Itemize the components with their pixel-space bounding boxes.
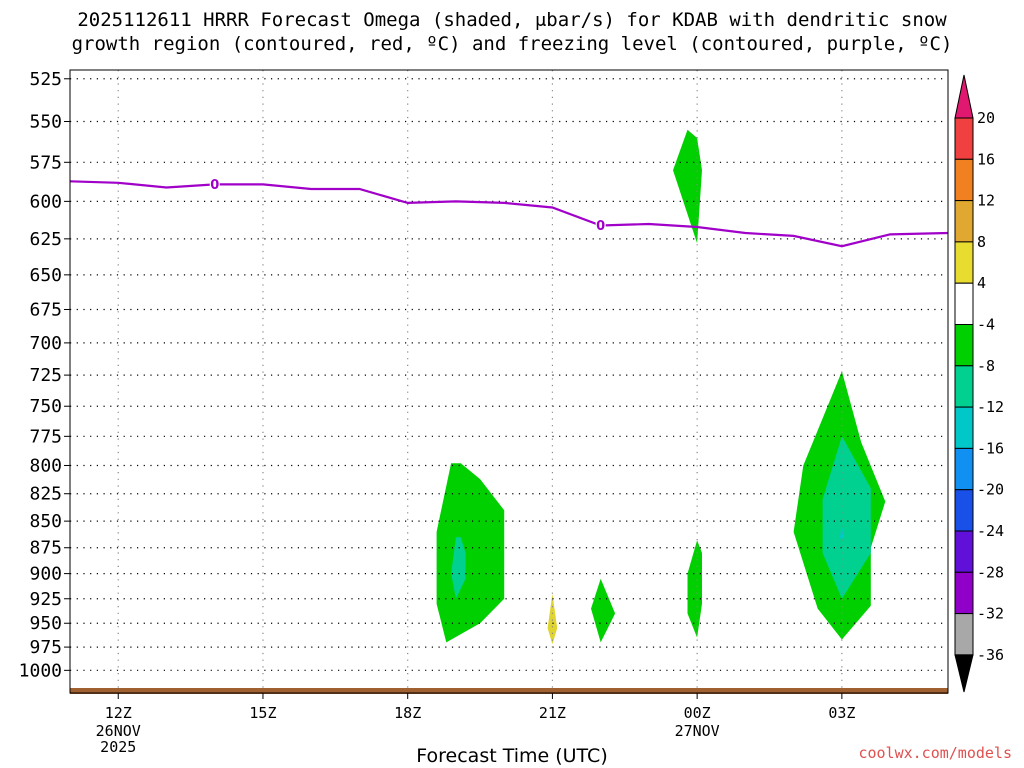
omega-region-0 [436, 463, 505, 643]
colorbar-label: -20 [977, 481, 1004, 499]
omega-region-1 [451, 537, 466, 599]
x-tick-label: 15Z [249, 704, 276, 722]
colorbar-label: 16 [977, 150, 995, 168]
y-tick-label: 550 [29, 111, 62, 132]
x-tick-sublabel: 27NOV [675, 722, 720, 740]
y-tick-label: 600 [29, 191, 62, 212]
colorbar-label: 12 [977, 192, 995, 210]
x-tick-label: 21Z [539, 704, 566, 722]
colorbar-label: -36 [977, 646, 1004, 664]
colorbar-bottom-arrow [954, 654, 974, 693]
colorbar-label: -4 [977, 316, 995, 334]
x-tick-label: 03Z [828, 704, 855, 722]
y-tick-label: 900 [29, 564, 62, 585]
y-tick-label: 675 [29, 300, 62, 321]
y-tick-label: 1000 [19, 660, 62, 681]
surface-band [70, 688, 948, 694]
x-tick-sublabel: 2025 [100, 738, 136, 756]
chart-title: 2025112611 HRRR Forecast Omega (shaded, … [0, 8, 1024, 56]
y-tick-label: 975 [29, 637, 62, 658]
colorbar-label: -12 [977, 398, 1004, 416]
colorbar-label: -24 [977, 522, 1004, 540]
y-tick-label: 725 [29, 365, 62, 386]
x-axis-label: Forecast Time (UTC) [416, 745, 608, 767]
x-tick-label: 18Z [394, 704, 421, 722]
x-tick-label: 00Z [684, 704, 711, 722]
y-tick-label: 875 [29, 538, 62, 559]
freezing-level-line [69, 180, 949, 248]
colorbar-swatch [954, 613, 974, 656]
freezing-level-contour: 00 [69, 178, 949, 248]
colorbar-swatch [954, 406, 974, 449]
omega-shading [436, 129, 886, 645]
colorbar-swatch [954, 200, 974, 243]
colorbar-swatch [954, 117, 974, 160]
x-tick-sublabel: 26NOV [96, 722, 141, 740]
watermark: coolwx.com/models [858, 744, 1012, 762]
y-axis: 525 550 575 600 625 650 675 700 725 750 775 800 825 8… [19, 69, 70, 681]
colorbar-label: -8 [977, 357, 995, 375]
y-tick-label: 850 [29, 511, 62, 532]
y-tick-label: 925 [29, 589, 62, 610]
colorbar-swatch [954, 282, 974, 326]
freezing-level-label: 0 [210, 178, 219, 193]
omega-region-3 [591, 578, 616, 643]
y-tick-label: 700 [29, 333, 62, 354]
y-tick-label: 750 [29, 396, 62, 417]
y-tick-label: 625 [29, 229, 62, 250]
colorbar-swatch [954, 324, 974, 367]
plot-frame [69, 69, 949, 694]
colorbar-top-arrow [954, 74, 974, 119]
colorbar-swatch [954, 365, 974, 408]
terrain-band [70, 688, 948, 694]
colorbar-label: -28 [977, 563, 1004, 581]
colorbar-label: 4 [977, 274, 986, 292]
colorbar-label: 20 [977, 109, 995, 127]
omega-region-7 [822, 436, 871, 599]
y-tick-label: 575 [29, 152, 62, 173]
plot-border [69, 69, 949, 694]
colorbar-swatch [954, 530, 974, 573]
y-tick-label: 775 [29, 426, 62, 447]
colorbar: 20 16 12 8 4 -4 -8 -12 -16 -20 -24 -28 -32 -36 [954, 74, 1004, 693]
omega-region-5 [687, 540, 702, 638]
title-line-2: growth region (contoured, red, ºC) and f… [71, 33, 953, 55]
omega-region-4 [673, 129, 702, 244]
colorbar-swatch [954, 489, 974, 532]
y-tick-label: 800 [29, 455, 62, 476]
y-tick-label: 525 [29, 69, 62, 90]
contour-label-bg [595, 219, 606, 232]
omega-region-2 [547, 593, 558, 645]
colorbar-swatch [954, 158, 974, 202]
colorbar-label: -16 [977, 439, 1004, 457]
title-line-1: 2025112611 HRRR Forecast Omega (shaded, … [77, 9, 947, 31]
x-tick-label: 12Z [105, 704, 132, 722]
y-tick-label: 650 [29, 265, 62, 286]
colorbar-swatch [954, 241, 974, 284]
contour-label-bg [209, 178, 220, 191]
freezing-level-label: 0 [596, 219, 605, 234]
y-tick-label: 950 [29, 613, 62, 634]
colorbar-swatch [954, 571, 974, 615]
colorbar-label: 8 [977, 233, 986, 251]
y-tick-label: 825 [29, 484, 62, 505]
colorbar-label: -32 [977, 605, 1004, 623]
colorbar-swatch [954, 447, 974, 491]
